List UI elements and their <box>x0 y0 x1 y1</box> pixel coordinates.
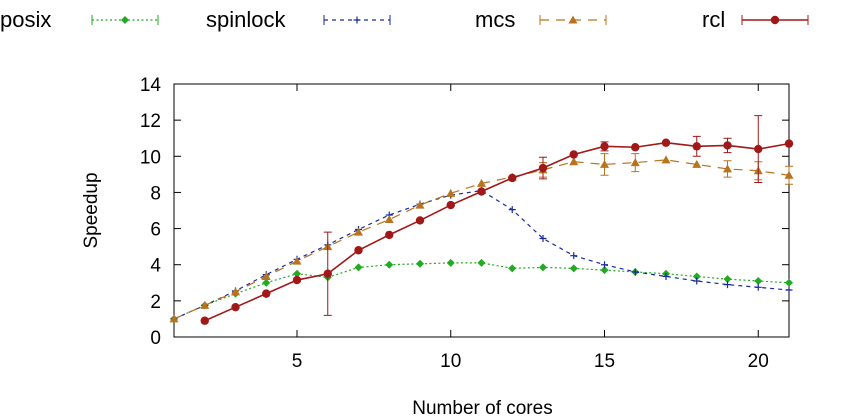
y-axis-label: Speedup <box>81 172 102 248</box>
series-mcs <box>170 154 794 323</box>
legend-marker <box>771 16 779 24</box>
rcl-point <box>416 216 424 224</box>
y-tick-label: 6 <box>150 220 161 241</box>
y-tick-label: 8 <box>150 183 161 204</box>
legend-marker <box>354 17 361 24</box>
y-tick-label: 4 <box>150 256 161 277</box>
y-tick-label: 14 <box>140 75 162 96</box>
legend-label: spinlock <box>206 7 286 32</box>
posix-point <box>539 263 547 271</box>
rcl-line <box>205 143 789 321</box>
rcl-point <box>508 174 516 182</box>
spinlock-point <box>693 277 700 284</box>
spinlock-point <box>755 284 762 291</box>
legend-item-mcs: mcs <box>475 7 606 32</box>
x-tick-label: 10 <box>440 351 461 372</box>
rcl-point <box>631 143 639 151</box>
series-spinlock <box>171 187 793 322</box>
rcl-point <box>785 139 793 147</box>
series-layer <box>170 116 794 325</box>
rcl-point <box>385 231 393 239</box>
y-tick-label: 10 <box>140 147 161 168</box>
rcl-point <box>354 246 362 254</box>
posix-point <box>262 279 270 287</box>
legend-label: mcs <box>475 7 515 32</box>
y-tick-label: 2 <box>150 292 161 313</box>
rcl-point <box>600 142 608 150</box>
posix-point <box>754 277 762 285</box>
posix-point <box>355 263 363 271</box>
series-rcl <box>201 116 794 325</box>
legend-item-rcl: rcl <box>702 7 808 32</box>
spinlock-point <box>570 252 577 259</box>
legend: posix spinlock mcs rcl <box>0 7 808 32</box>
x-tick-label: 15 <box>594 351 615 372</box>
posix-point <box>570 264 578 272</box>
mcs-point <box>293 257 302 265</box>
posix-point <box>478 259 486 267</box>
y-tick-label: 0 <box>150 328 161 349</box>
posix-point <box>785 279 793 287</box>
rcl-point <box>447 201 455 209</box>
posix-point <box>447 259 455 267</box>
posix-point <box>416 260 424 268</box>
rcl-point <box>662 139 670 147</box>
posix-point <box>385 261 393 269</box>
spinlock-point <box>632 268 639 275</box>
rcl-point <box>477 187 485 195</box>
rcl-point <box>201 317 209 325</box>
rcl-point <box>570 150 578 158</box>
rcl-point <box>754 145 762 153</box>
x-tick-label: 5 <box>292 351 303 372</box>
x-axis-label: Number of cores <box>412 398 552 419</box>
rcl-point <box>293 276 301 284</box>
spinlock-point <box>786 287 793 294</box>
spinlock-point <box>601 261 608 268</box>
rcl-point <box>262 289 270 297</box>
legend-item-spinlock: spinlock <box>206 7 390 32</box>
rcl-point <box>539 164 547 172</box>
x-tick-label: 20 <box>748 351 769 372</box>
plot-frame <box>174 84 789 337</box>
legend-label: posix <box>0 7 51 32</box>
posix-point <box>508 264 516 272</box>
legend-label: rcl <box>702 7 725 32</box>
spinlock-point <box>509 206 516 213</box>
spinlock-point <box>724 281 731 288</box>
rcl-point <box>693 142 701 150</box>
legend-marker <box>121 16 129 24</box>
spinlock-line <box>174 191 789 319</box>
rcl-point <box>231 303 239 311</box>
rcl-point <box>723 141 731 149</box>
rcl-point <box>324 270 332 278</box>
y-tick-label: 12 <box>140 111 161 132</box>
legend-item-posix: posix <box>0 7 158 32</box>
axis-ticks: 0 2 4 6 8 10 12 14 5 10 15 20 <box>140 75 789 372</box>
mcs-point <box>662 155 671 163</box>
